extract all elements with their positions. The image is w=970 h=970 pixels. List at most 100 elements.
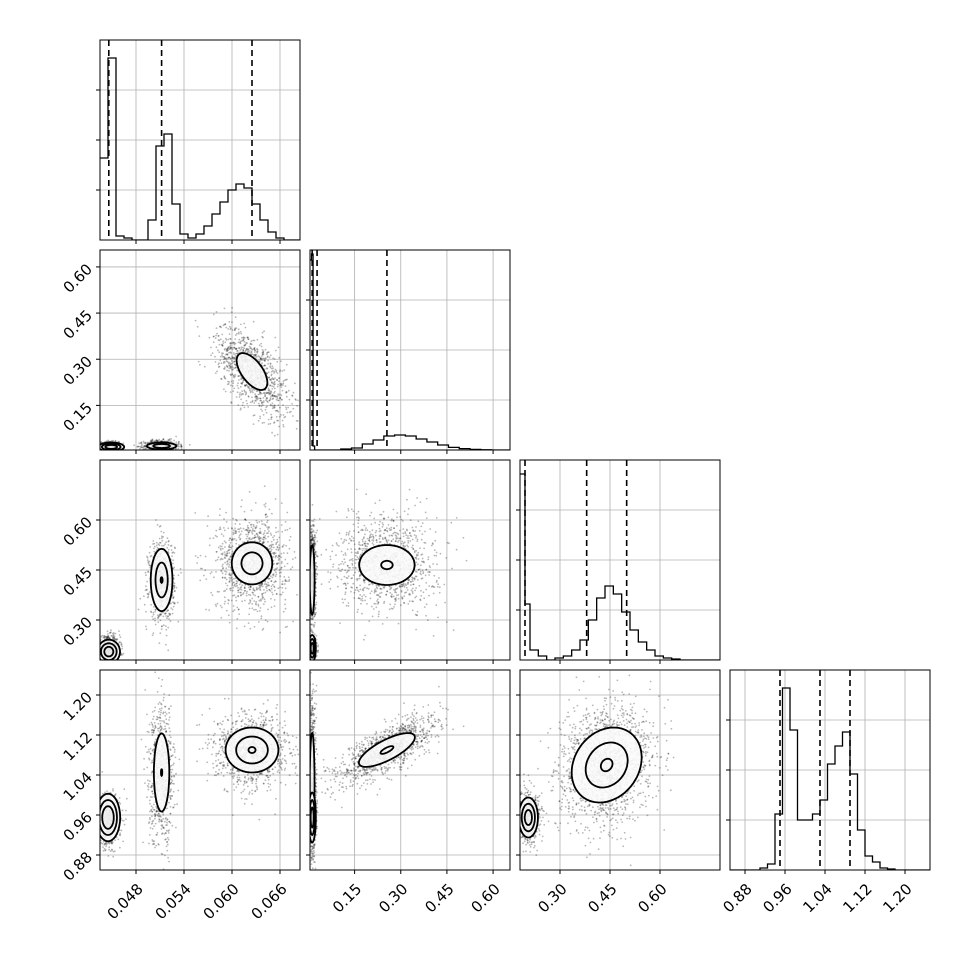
sample-point (137, 445, 140, 448)
sample-point (220, 557, 223, 560)
sample-point (106, 630, 109, 633)
sample-point (245, 528, 248, 531)
sample-point (283, 576, 286, 578)
sample-point (255, 525, 258, 527)
sample-point (238, 613, 241, 615)
sample-point (221, 345, 224, 347)
sample-point (293, 551, 296, 553)
sample-point (258, 521, 261, 523)
sample-point (272, 573, 274, 576)
sample-point (220, 362, 223, 365)
sample-point (165, 643, 167, 646)
sample-point (302, 388, 304, 390)
sample-point (273, 422, 275, 424)
sample-point (271, 394, 274, 397)
sample-point (270, 416, 273, 418)
sample-point (169, 612, 171, 615)
sample-point (235, 580, 238, 582)
sample-point (104, 451, 106, 453)
sample-point (108, 636, 111, 639)
sample-point (168, 453, 170, 455)
sample-point (297, 399, 299, 402)
sample-point (275, 543, 277, 546)
sample-point (93, 643, 95, 645)
sample-point (257, 355, 260, 357)
sample-point (271, 381, 273, 384)
sample-point (283, 565, 286, 568)
sample-point (230, 556, 233, 558)
sample-point (258, 539, 261, 542)
axes-frame (99, 249, 301, 451)
sample-point (119, 641, 121, 643)
sample-point (223, 376, 226, 378)
sample-point (228, 381, 231, 383)
sample-point (223, 551, 226, 553)
sample-point (245, 384, 248, 386)
sample-point (227, 328, 230, 330)
sample-point (223, 375, 226, 377)
sample-point (232, 533, 235, 536)
sample-point (199, 363, 201, 366)
sample-point (162, 531, 165, 534)
sample-point (275, 395, 278, 397)
sample-point (157, 615, 160, 618)
sample-point (140, 442, 142, 445)
sample-point (110, 663, 112, 665)
sample-point (244, 385, 247, 387)
sample-point (285, 390, 288, 393)
sample-point (287, 389, 290, 392)
sample-point (162, 615, 165, 618)
sample-point (261, 357, 264, 360)
sample-point (270, 606, 273, 609)
sample-point (237, 332, 240, 335)
sample-point (205, 578, 208, 580)
sample-point (237, 375, 240, 377)
sample-point (232, 357, 235, 359)
sample-point (172, 597, 175, 600)
sample-point (234, 338, 237, 340)
sample-point (108, 632, 111, 634)
sample-point (253, 402, 256, 404)
sample-point (234, 347, 236, 349)
sample-point (155, 541, 158, 544)
sample-point (245, 399, 248, 402)
sample-point (259, 530, 262, 533)
sample-point (140, 442, 142, 444)
sample-point (233, 376, 235, 379)
sample-point (259, 357, 262, 360)
sample-point (266, 397, 268, 400)
sample-point (106, 662, 108, 664)
sample-point (178, 442, 180, 445)
sample-point (158, 615, 160, 618)
sample-point (114, 440, 117, 443)
sample-point (265, 397, 268, 400)
sample-point (143, 445, 146, 447)
sample-point (110, 450, 112, 452)
sample-point (258, 583, 261, 586)
sample-point (240, 382, 243, 385)
sample-point (234, 348, 237, 350)
sample-point (258, 535, 261, 538)
axes-frame (309, 249, 511, 451)
axes-frame (99, 39, 301, 241)
sample-point (235, 539, 238, 542)
sample-point (108, 661, 110, 663)
sample-point (146, 596, 149, 599)
sample-point (249, 627, 252, 630)
sample-point (257, 595, 260, 598)
sample-point (258, 356, 261, 358)
sample-point (248, 529, 251, 532)
sample-point (216, 370, 219, 373)
sample-point (277, 554, 280, 557)
sample-point (229, 391, 232, 393)
sample-point (253, 347, 256, 350)
sample-point (285, 544, 288, 547)
sample-point (278, 569, 281, 571)
sample-point (229, 346, 232, 349)
sample-point (255, 608, 257, 611)
sample-point (136, 445, 139, 448)
sample-point (283, 379, 286, 381)
sample-point (237, 595, 240, 598)
sample-point (237, 528, 240, 531)
sample-point (159, 614, 161, 617)
